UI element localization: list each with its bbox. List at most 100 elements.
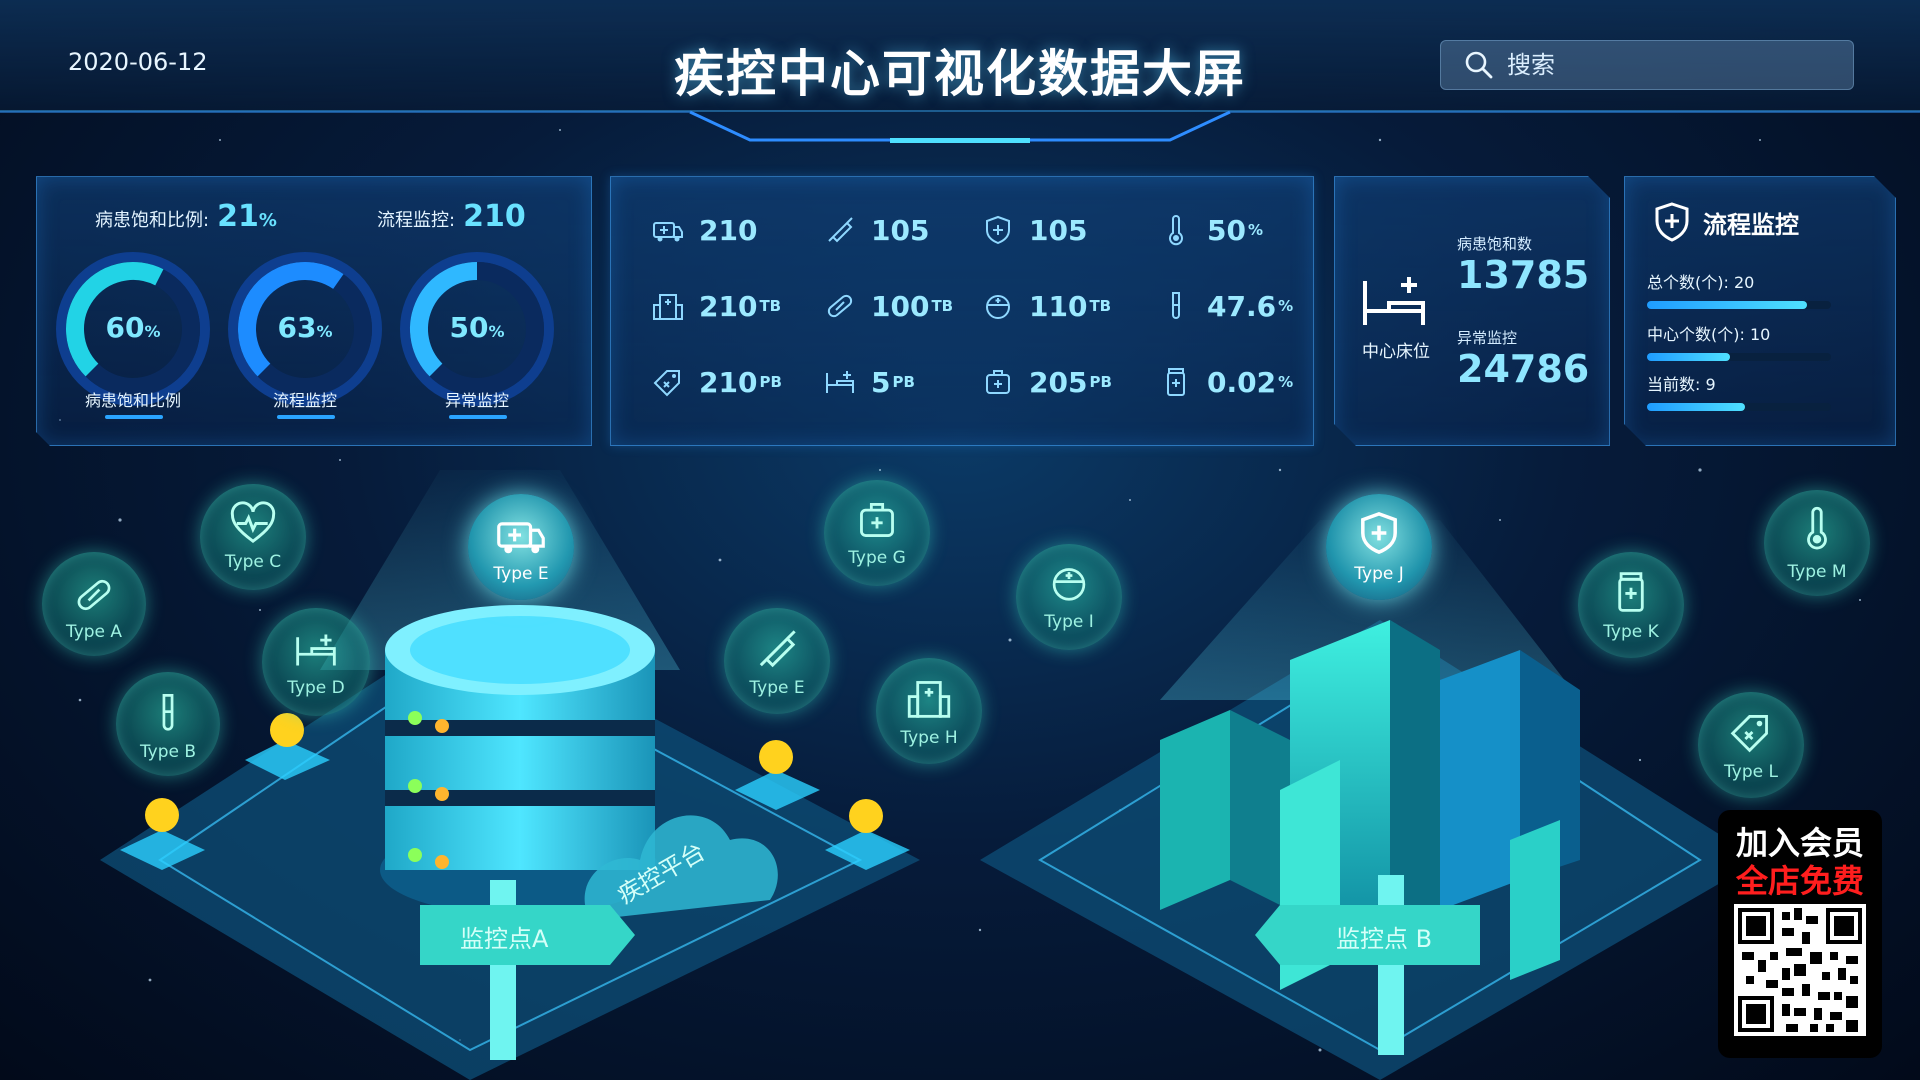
heart-pulse-icon — [230, 501, 276, 543]
gauge-underline — [105, 415, 163, 419]
bubble-type-m[interactable]: Type M — [1764, 490, 1870, 596]
bubble-type-e-syringe[interactable]: Type E — [724, 608, 830, 714]
gauge-value: 63 — [277, 311, 317, 344]
bubble-label: Type B — [139, 742, 197, 762]
bubble-label: Type C — [224, 552, 282, 572]
cloud-platform: 疾控平台 — [584, 815, 778, 920]
gauge-label: 流程监控 — [272, 391, 337, 410]
bubble-type-j[interactable]: Type J — [1326, 494, 1432, 600]
promo-line1: 加入会员 — [1735, 824, 1864, 862]
tag-icon — [653, 370, 680, 397]
bubble-type-l[interactable]: Type L — [1698, 692, 1804, 798]
stat-value: 210 — [699, 365, 758, 399]
bubble-label: Type I — [1044, 612, 1094, 632]
hospital-icon — [907, 681, 951, 718]
search-box[interactable] — [1440, 40, 1854, 90]
stat-value: 105 — [871, 213, 930, 247]
bubble-type-i[interactable]: Type I — [1016, 544, 1122, 650]
stat-unit: PB — [1089, 373, 1112, 391]
qr-code — [1734, 904, 1866, 1036]
stat-medicine-bottle: 0.02% — [1159, 365, 1293, 399]
header-ornament — [0, 110, 1920, 143]
stat-unit: % — [1247, 221, 1263, 239]
saturation-panel: 病患饱和比例: 21% 流程监控: 210 60% 病患饱和比例 63% 流程监控 … — [36, 176, 592, 446]
thermometer-icon — [1807, 506, 1827, 550]
progress-track — [1647, 403, 1831, 411]
stat-medkit: 205 PB — [981, 365, 1112, 399]
sign-a-label: 监控点A — [460, 925, 549, 953]
bubble-type-e-ambulance[interactable]: Type E — [468, 494, 574, 600]
bubble-type-k[interactable]: Type K — [1578, 552, 1684, 658]
bubble-label: Type H — [900, 728, 958, 748]
stat-value: 50 — [1207, 213, 1246, 247]
bubble-type-c[interactable]: Type C — [200, 484, 306, 590]
abnormal-value: 24786 — [1457, 347, 1590, 391]
bubble-label: Type D — [287, 678, 345, 698]
bubble-type-b[interactable]: Type B — [116, 672, 220, 776]
progress-total: 总个数(个): 20 — [1647, 269, 1847, 309]
stat-value: 47.6 — [1207, 289, 1277, 323]
stat-value: 0.02 — [1207, 365, 1277, 399]
bubble-label: Type E — [493, 564, 549, 584]
gauge-ring — [397, 249, 557, 409]
promo-line2: 全店免费 — [1735, 862, 1864, 900]
medicine-bottle-icon — [1618, 572, 1644, 612]
bubble-type-a[interactable]: Type A — [42, 552, 146, 656]
ambulance-icon — [497, 522, 545, 554]
gauge-underline — [277, 415, 335, 419]
progress-label: 中心个数(个): 10 — [1647, 325, 1771, 344]
bubble-type-d[interactable]: Type D — [262, 608, 370, 716]
progress-track — [1647, 353, 1831, 361]
abnormal-label: 异常监控 — [1457, 329, 1518, 347]
ratio-value: 21 — [217, 199, 259, 234]
page-title: 疾控中心可视化数据大屏 — [674, 45, 1246, 103]
stat-test-tube: 47.6% — [1159, 289, 1293, 323]
syringe-icon — [759, 630, 796, 668]
stat-hospital: 210 TB — [651, 289, 781, 323]
syringe-icon — [828, 217, 853, 243]
gauge-saturation: 60% 病患饱和比例 — [53, 249, 213, 419]
progress-fill — [1647, 353, 1730, 361]
ambulance-icon — [653, 222, 683, 242]
bubble-label: Type E — [749, 678, 805, 698]
sign-b-label: 监控点 B — [1336, 925, 1432, 953]
stat-ambulance: 210 — [651, 213, 759, 247]
bubble-type-h[interactable]: Type H — [876, 658, 982, 764]
ratio-summary: 病患饱和比例: 21% — [95, 199, 277, 234]
bed-icon — [296, 634, 336, 666]
stat-unit: TB — [1089, 297, 1112, 315]
gauge-process: 63% 流程监控 — [225, 249, 385, 419]
process-panel: 流程监控 总个数(个): 20 中心个数(个): 10 当前数: 9 — [1624, 176, 1896, 446]
gauge-label: 病患饱和比例 — [84, 391, 181, 410]
beds-label: 中心床位 — [1362, 342, 1430, 362]
sign-b[interactable]: 监控点 B — [1255, 875, 1480, 1055]
member-promo[interactable]: 加入会员 全店免费 — [1718, 810, 1882, 1058]
stat-value: 210 — [699, 289, 758, 323]
hospital-icon — [653, 294, 683, 320]
stat-pill: 100 TB — [823, 289, 953, 323]
date-label: 2020-06-12 — [68, 48, 208, 76]
process-value: 210 — [463, 199, 526, 234]
search-icon[interactable] — [1463, 49, 1495, 81]
process-label: 流程监控: — [377, 210, 456, 231]
bubble-type-g[interactable]: Type G — [824, 480, 930, 586]
status-lamps — [120, 713, 910, 870]
search-input[interactable] — [1505, 50, 1829, 80]
progress-track — [1647, 301, 1831, 309]
gauge-ring — [225, 249, 385, 409]
stat-unit: TB — [931, 297, 954, 315]
gauge-label: 异常监控 — [444, 391, 509, 410]
medicine-bottle-icon — [1167, 368, 1185, 396]
progress-label: 总个数(个): 20 — [1647, 273, 1755, 292]
shield-plus-icon — [1361, 512, 1397, 555]
process-summary: 流程监控: 210 — [377, 199, 526, 234]
stat-value: 105 — [1029, 213, 1088, 247]
stat-unit: PB — [759, 373, 782, 391]
shield-plus-icon — [1651, 201, 1693, 243]
stat-unit: PB — [892, 373, 915, 391]
sign-a[interactable]: 监控点A — [420, 880, 635, 1060]
header: 2020-06-12 疾控中心可视化数据大屏 — [0, 0, 1920, 143]
stat-thermometer: 50% — [1159, 213, 1263, 247]
tag-icon — [1730, 715, 1768, 753]
nurse-icon — [1052, 568, 1086, 601]
